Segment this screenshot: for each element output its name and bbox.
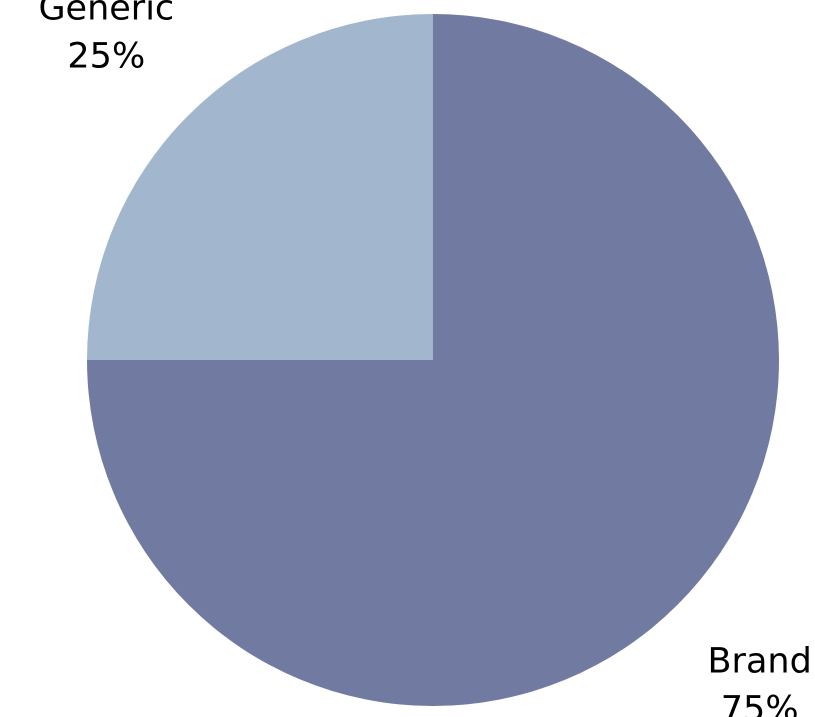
slice-label: Brand [708,642,812,682]
slice-value-label: 75% [721,690,799,717]
slice-value-label: 25% [67,36,145,76]
pie-slice [87,14,433,360]
slice-label: Generic [38,0,174,28]
